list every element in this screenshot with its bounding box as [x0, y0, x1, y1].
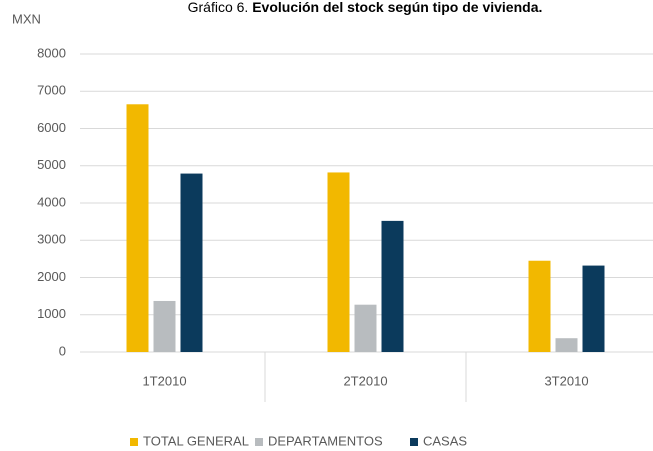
y-tick-label: 2000	[37, 269, 66, 284]
legend-label: CASAS	[423, 433, 467, 448]
bar	[354, 304, 377, 352]
y-tick-label: 0	[59, 343, 66, 358]
y-tick-label: 3000	[37, 232, 66, 247]
y-tick-label: 5000	[37, 157, 66, 172]
y-axis-label: MXN	[12, 11, 41, 26]
legend-swatch	[410, 438, 418, 446]
y-tick-label: 1000	[37, 306, 66, 321]
chart-title: Evolución del stock según tipo de vivien…	[252, 0, 542, 15]
legend-label: DEPARTAMENTOS	[268, 433, 383, 448]
x-tick-label: 2T2010	[343, 373, 387, 388]
legend-swatch	[255, 438, 263, 446]
legend-swatch	[130, 438, 138, 446]
bar	[327, 172, 350, 352]
y-tick-label: 6000	[37, 120, 66, 135]
chart-title-group: Gráfico 6. Evolución del stock según tip…	[188, 0, 543, 15]
legend-label: TOTAL GENERAL	[143, 433, 249, 448]
y-tick-label: 4000	[37, 194, 66, 209]
bar	[582, 265, 605, 352]
bar	[153, 300, 176, 352]
y-tick-label: 8000	[37, 45, 66, 60]
x-tick-label: 1T2010	[142, 373, 186, 388]
chart-title-number: Gráfico 6.	[188, 0, 249, 15]
x-tick-label: 3T2010	[544, 373, 588, 388]
bar	[528, 260, 551, 352]
y-tick-label: 7000	[37, 83, 66, 98]
bar	[381, 220, 404, 352]
bar	[126, 104, 149, 352]
bar	[555, 338, 578, 352]
bar	[180, 173, 203, 352]
